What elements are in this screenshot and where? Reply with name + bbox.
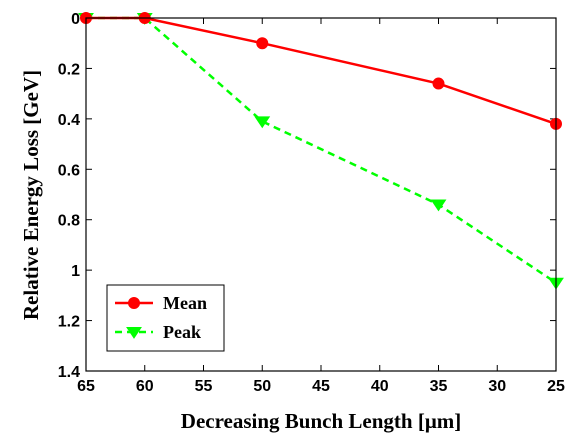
legend-box (106, 284, 225, 352)
x-tick-label: 30 (488, 378, 506, 395)
x-tick-label: 50 (253, 378, 271, 395)
y-ticks: 0 0.2 0.4 0.6 0.8 1 1.2 1.4 (58, 11, 556, 381)
y-tick-label: 1.2 (58, 314, 80, 331)
legend-item-mean: Mean (115, 293, 207, 313)
legend-label: Peak (163, 322, 201, 342)
y-tick-label: 0.4 (58, 112, 80, 129)
x-tick-label: 35 (430, 378, 448, 395)
data-point-mean (256, 37, 269, 50)
data-point-peak (254, 116, 271, 129)
y-axis-label: Relative Energy Loss [GeV] (19, 70, 43, 320)
x-tick-label: 25 (547, 378, 565, 395)
x-tick-label: 45 (312, 378, 330, 395)
y-tick-label: 0.2 (58, 61, 80, 78)
legend-item-peak: Peak (115, 322, 201, 342)
plot-frame (85, 17, 557, 372)
data-point-peak (430, 199, 447, 212)
x-tick-label: 40 (371, 378, 389, 395)
data-point-mean (432, 77, 445, 90)
y-tick-label: 0.8 (58, 213, 80, 230)
y-tick-label: 1 (71, 263, 80, 280)
y-tick-label: 1.4 (58, 364, 80, 381)
x-axis-label: Decreasing Bunch Length [μm] (181, 409, 461, 433)
x-tick-label: 55 (195, 378, 213, 395)
legend: Mean Peak (106, 284, 225, 352)
y-tick-label: 0 (71, 11, 80, 28)
legend-label: Mean (163, 293, 207, 313)
legend-swatch-marker (128, 297, 140, 309)
x-ticks: 65 60 55 50 45 40 35 30 25 (77, 18, 565, 395)
x-tick-label: 65 (77, 378, 95, 395)
y-tick-label: 0.6 (58, 162, 80, 179)
x-tick-label: 60 (136, 378, 154, 395)
legend-swatch-marker (126, 326, 142, 339)
